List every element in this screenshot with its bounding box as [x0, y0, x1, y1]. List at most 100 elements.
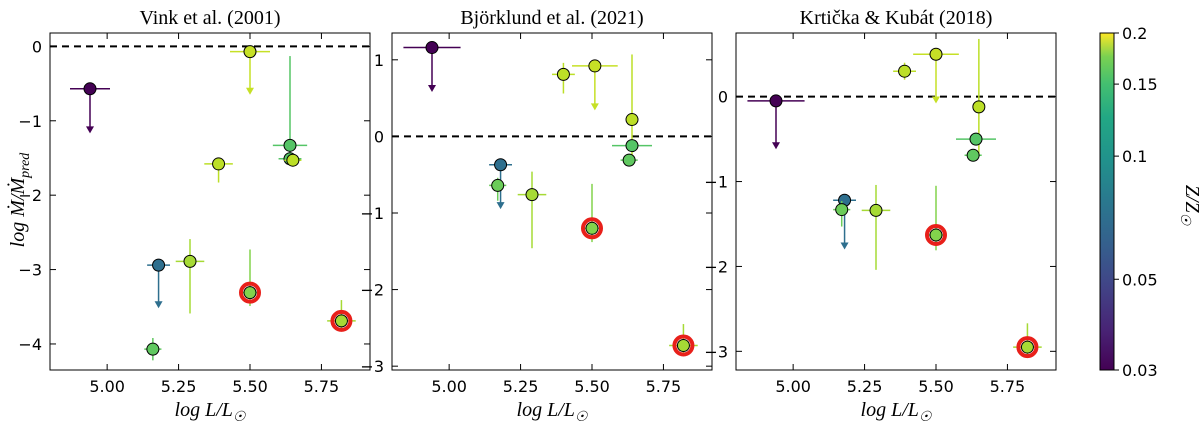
data-point	[243, 286, 257, 300]
y-tick-label: 1	[374, 51, 384, 70]
data-point	[769, 94, 783, 108]
colorbar-tick-label: 0.1	[1122, 147, 1147, 166]
x-tick-label: 5.00	[89, 377, 125, 396]
upper-limit-arrow	[496, 202, 505, 210]
data-point	[83, 82, 97, 96]
colorbar-tick-label: 0.2	[1122, 24, 1147, 43]
panel-title-bjorklund: Björklund et al. (2021)	[460, 7, 643, 29]
marks-bjorklund: 5.00 5.25 5.50 5.75 1 0 −1 −2 −3	[360, 33, 712, 396]
upper-limit-arrow	[590, 103, 599, 111]
data-point	[622, 153, 636, 167]
data-point	[625, 113, 639, 127]
y-tick-label: −2	[360, 281, 384, 300]
data-point	[1020, 340, 1034, 354]
data-point	[494, 158, 508, 172]
y-tick-label: 0	[32, 37, 42, 56]
x-tick-label: 5.75	[990, 377, 1026, 396]
highlight-ring	[330, 309, 353, 332]
y-tick-label: −1	[704, 173, 728, 192]
y-tick-label: 0	[374, 127, 384, 146]
data-point	[212, 157, 226, 171]
data-point	[491, 178, 505, 192]
x-tick-label: 5.25	[847, 377, 883, 396]
colorbar-tick-label: 0.03	[1122, 361, 1158, 380]
x-tick-label: 5.50	[574, 377, 610, 396]
data-point	[183, 254, 197, 268]
marks-vink: 5.00 5.25 5.50 5.75 0 −1 −2 −3 −4	[18, 33, 370, 396]
x-axis-label-vink: log L/L☉	[175, 399, 247, 425]
data-point	[585, 221, 599, 235]
y-tick-label: −2	[18, 186, 42, 205]
highlight-ring	[1016, 336, 1039, 359]
colorbar-tick-label: 0.15	[1122, 75, 1158, 94]
x-tick-label: 5.50	[918, 377, 954, 396]
x-tick-label: 5.25	[503, 377, 539, 396]
data-point	[869, 203, 883, 217]
data-point	[588, 59, 602, 73]
panel-krticka: Krtička & Kubát (2018) 5.00 5.25 5.50 5.75 0…	[704, 7, 1057, 396]
panel-bjorklund: Björklund et al. (2021) 5.00 5.25 5.50 5.75…	[360, 7, 713, 396]
data-point	[334, 314, 348, 328]
x-tick-label: 5.75	[304, 377, 340, 396]
marks-krticka: 5.00 5.25 5.50 5.75 0 −1 −2 −3	[704, 33, 1056, 396]
x-tick-label: 5.00	[775, 377, 811, 396]
data-point	[898, 64, 912, 78]
plot-frame-bjorklund	[391, 32, 713, 371]
colorbar-ticks: 0.2 0.15 0.1 0.05 0.03	[1114, 24, 1158, 380]
data-point	[286, 153, 300, 167]
highlight-ring	[925, 224, 947, 247]
data-point	[283, 138, 297, 152]
upper-limit-arrow	[932, 96, 940, 104]
data-point	[929, 47, 943, 61]
y-tick-label: −2	[704, 257, 728, 276]
y-tick-label: −3	[704, 342, 728, 361]
data-point	[243, 45, 257, 59]
data-point	[625, 139, 639, 153]
data-point	[525, 188, 539, 202]
plot-frame-krticka	[735, 32, 1057, 371]
x-axis-label-krticka: log L/L☉	[861, 399, 933, 425]
svg-text:Z/Z☉: Z/Z☉	[1177, 185, 1200, 227]
highlight-ring	[672, 334, 695, 357]
upper-limit-arrow	[246, 87, 254, 95]
data-point	[929, 228, 943, 242]
y-tick-label: −1	[18, 112, 42, 131]
data-point	[966, 148, 980, 162]
y-tick-label: −1	[360, 204, 384, 223]
x-tick-label: 5.75	[646, 377, 682, 396]
data-point	[425, 41, 439, 55]
colorbar: 0.2 0.15 0.1 0.05 0.03 Z/Z☉	[1099, 24, 1200, 380]
highlight-ring	[239, 281, 261, 304]
plot-frame-vink	[49, 32, 371, 371]
upper-limit-arrow	[86, 126, 94, 134]
svg-text:log Ṁ/Ṁpred: log Ṁ/Ṁpred	[6, 152, 33, 248]
colorbar-gradient	[1099, 32, 1115, 371]
data-point	[969, 132, 983, 146]
highlight-ring	[581, 217, 603, 240]
data-point	[152, 258, 166, 272]
x-tick-label: 5.50	[232, 377, 268, 396]
data-point	[676, 338, 690, 352]
colorbar-tick-label: 0.05	[1122, 270, 1158, 289]
upper-limit-arrow	[428, 84, 436, 92]
panel-vink: Vink et al. (2001) 5.00 5.25 5.50 5.75 0 −1 −2…	[18, 7, 371, 396]
data-point	[972, 100, 986, 114]
y-tick-label: −4	[18, 335, 42, 354]
data-point	[835, 203, 849, 217]
x-axis-label-bjorklund: log L/L☉	[517, 399, 589, 425]
upper-limit-arrow	[840, 242, 849, 250]
data-point	[556, 67, 570, 81]
y-axis-label: log Ṁ/Ṁpred	[6, 152, 33, 248]
upper-limit-arrow	[772, 142, 780, 150]
panel-title-krticka: Krtička & Kubát (2018)	[800, 7, 993, 29]
y-tick-label: −3	[360, 357, 384, 376]
colorbar-label: Z/Z☉	[1177, 185, 1200, 227]
y-tick-label: −3	[18, 261, 42, 280]
x-tick-label: 5.00	[431, 377, 467, 396]
panel-title-vink: Vink et al. (2001)	[140, 7, 281, 29]
x-tick-label: 5.25	[161, 377, 197, 396]
upper-limit-arrow	[154, 301, 163, 309]
data-point	[146, 342, 160, 356]
y-tick-label: 0	[718, 88, 728, 107]
